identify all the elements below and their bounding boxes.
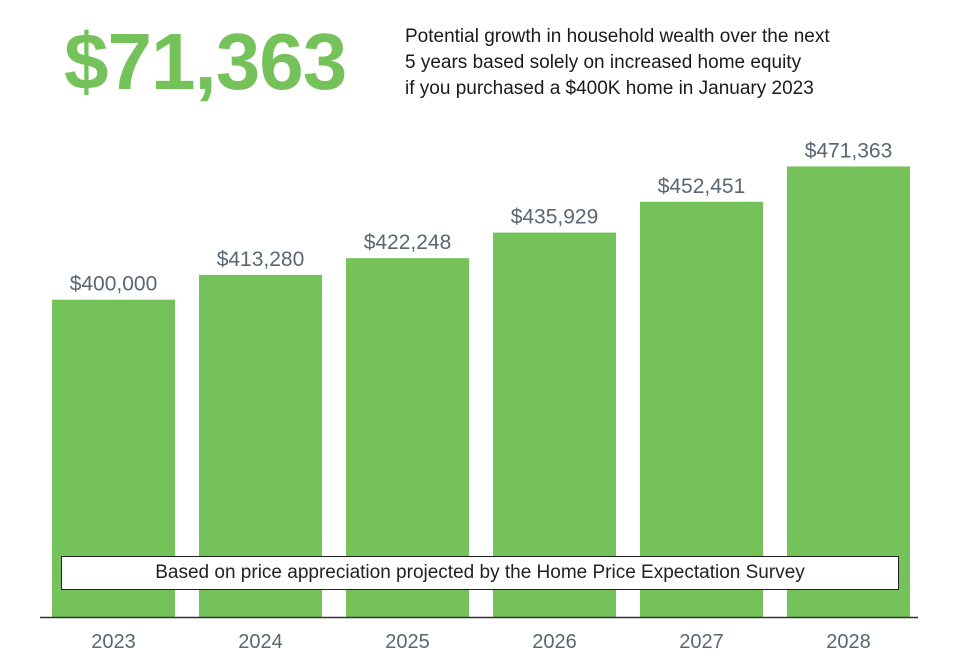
x-tick-2027: 2027 — [679, 631, 724, 653]
description-line-2: 5 years based solely on increased home e… — [405, 52, 802, 73]
data-label-2025: $422,248 — [364, 231, 452, 254]
description: Potential growth in household wealth ove… — [405, 24, 830, 102]
data-label-2028: $471,363 — [805, 139, 893, 162]
data-label-2024: $413,280 — [217, 248, 305, 271]
x-tick-2023: 2023 — [91, 631, 136, 653]
x-tick-2026: 2026 — [532, 631, 577, 653]
data-label-2026: $435,929 — [511, 206, 599, 229]
data-label-2023: $400,000 — [70, 273, 158, 296]
x-tick-2024: 2024 — [238, 631, 283, 653]
bar-2026 — [493, 232, 616, 618]
headline-value: $71,363 — [64, 17, 347, 106]
x-tick-2028: 2028 — [826, 631, 871, 653]
description-line-1: Potential growth in household wealth ove… — [405, 26, 830, 47]
source-note: Based on price appreciation projected by… — [61, 556, 899, 590]
bar-2027 — [640, 201, 763, 618]
bar-2028 — [787, 166, 910, 617]
x-tick-2025: 2025 — [385, 631, 430, 653]
data-label-2027: $452,451 — [658, 175, 746, 198]
description-line-3: if you purchased a $400K home in January… — [405, 78, 814, 99]
